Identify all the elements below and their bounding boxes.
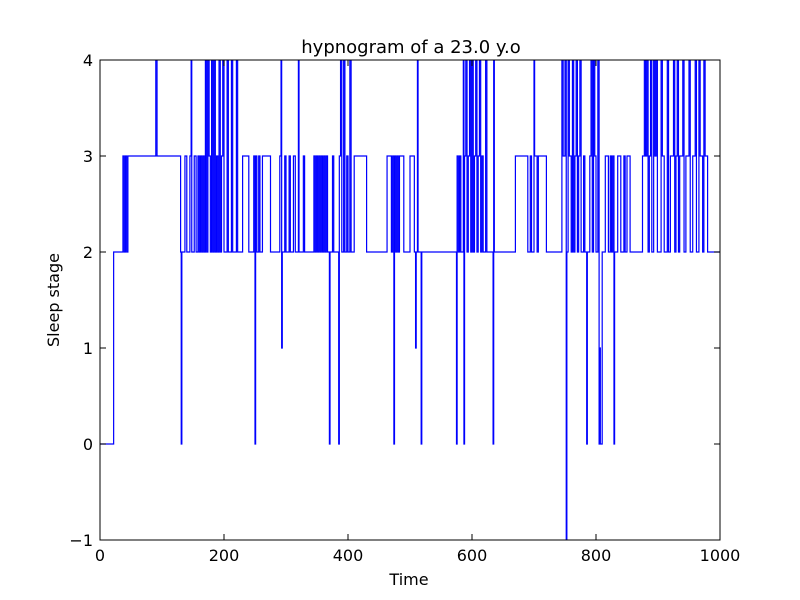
x-tick-label-1000: 1000 bbox=[700, 546, 741, 565]
sleep-stage-line-0 bbox=[100, 60, 720, 540]
x-tick-label-200: 200 bbox=[209, 546, 240, 565]
y-axis-label: Sleep stage bbox=[44, 253, 63, 347]
chart-title: hypnogram of a 23.0 y.o bbox=[301, 37, 520, 58]
x-tick-label-400: 400 bbox=[333, 546, 364, 565]
x-tick-label-800: 800 bbox=[581, 546, 612, 565]
plot-frame bbox=[99, 59, 721, 541]
y-tick-label-2: 2 bbox=[83, 243, 93, 262]
y-tick-label-4: 4 bbox=[83, 51, 93, 70]
x-axis-label: Time bbox=[388, 570, 428, 589]
x-tick-label-600: 600 bbox=[457, 546, 488, 565]
y-tick-label-3: 3 bbox=[83, 147, 93, 166]
y-tick-label-0: 0 bbox=[83, 435, 93, 454]
y-tick-label-1: 1 bbox=[83, 339, 93, 358]
x-tick-label-0: 0 bbox=[95, 546, 105, 565]
y-tick-label--1: −1 bbox=[69, 531, 93, 550]
